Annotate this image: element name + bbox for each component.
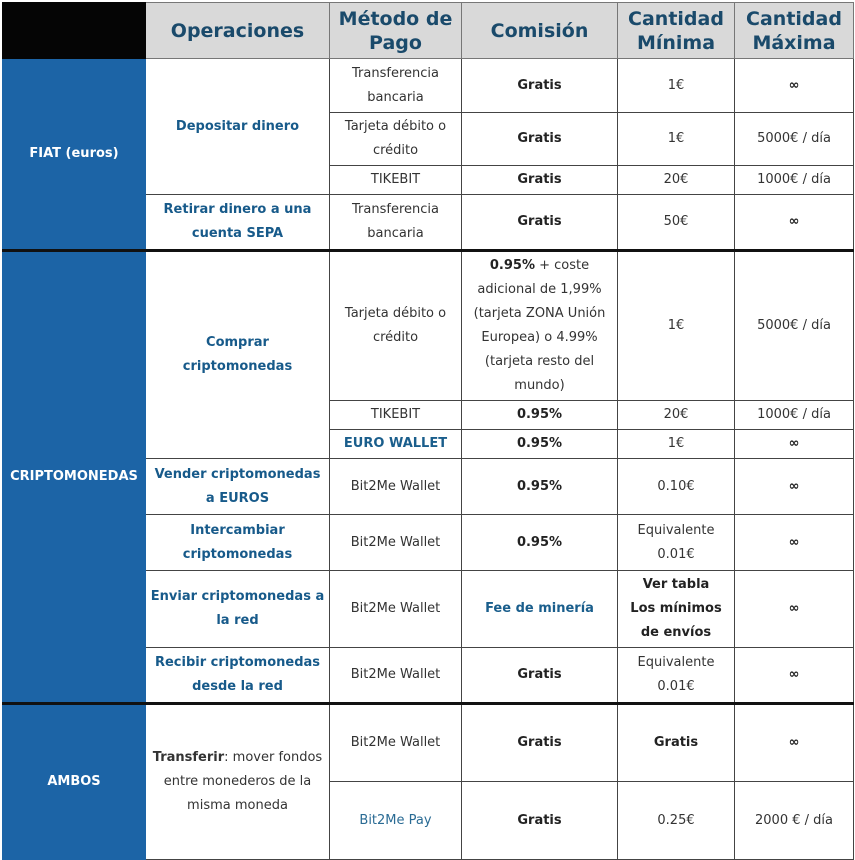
min-cell: 20€ — [617, 400, 735, 430]
op-transferir-rest: : mover fondos entre monederos de la mis… — [163, 750, 323, 813]
fee-cell: Gratis — [461, 702, 618, 782]
table-row: EURO WALLET 0.95% 1€ ∞ — [3, 429, 854, 459]
fee-extra: + coste adicional de 1,99% (tarjeta ZONA… — [473, 258, 606, 393]
fee-base: 0.95% — [489, 258, 535, 273]
min-cell: 0.25€ — [617, 781, 735, 860]
min-cell: 1€ — [617, 249, 735, 401]
table-row: Vender criptomonedas a EUROS Bit2Me Wall… — [3, 458, 854, 515]
max-cell: 1000€ / día — [734, 165, 854, 195]
min-cell: Gratis — [617, 702, 735, 782]
op-transferir-strong: Transferir — [152, 750, 225, 765]
min-cell: 50€ — [617, 194, 735, 251]
method-cell: Bit2Me Wallet — [329, 458, 462, 515]
header-row: Operaciones Método de Pago Comisión Cant… — [2, 2, 854, 59]
header-comision: Comisión — [461, 2, 618, 59]
header-cantidad-minima: Cantidad Mínima — [617, 2, 735, 59]
op-retirar: Retirar dinero a una cuenta SEPA — [145, 194, 330, 251]
method-cell: Bit2Me Wallet — [329, 647, 462, 704]
method-cell: Transferencia bancaria — [329, 194, 462, 251]
min-cell: 1€ — [617, 429, 735, 459]
fee-cell: Gratis — [461, 647, 618, 704]
op-comprar: Comprar criptomonedas — [145, 249, 330, 459]
max-cell: ∞ — [734, 702, 854, 782]
max-cell: ∞ — [734, 429, 854, 459]
method-cell: TIKEBIT — [329, 400, 462, 430]
group-ambos: AMBOS — [2, 702, 146, 860]
method-cell: Bit2Me Wallet — [329, 570, 462, 648]
min-cell: Equivalente 0.01€ — [617, 514, 735, 571]
method-cell: Bit2Me Wallet — [329, 514, 462, 571]
table-row: AMBOS Transferir: mover fondos entre mon… — [2, 702, 854, 860]
header-corner — [2, 2, 146, 59]
max-cell: ∞ — [734, 570, 854, 648]
fee-cell: 0.95% — [461, 400, 618, 430]
max-cell: 5000€ / día — [734, 249, 854, 401]
table-row: Tarjeta débito o crédito Gratis 1€ 5000€… — [3, 112, 854, 166]
table-row: FIAT (euros) Depositar dinero Transferen… — [2, 58, 854, 251]
fee-cell: 0.95% — [461, 429, 618, 459]
max-cell: 5000€ / día — [734, 112, 854, 166]
max-cell: ∞ — [734, 58, 854, 113]
method-cell: EURO WALLET — [329, 429, 462, 459]
table-row: Recibir criptomonedas desde la red Bit2M… — [3, 647, 854, 704]
header-operaciones: Operaciones — [145, 2, 330, 59]
fee-cell: 0.95% — [461, 514, 618, 571]
op-recibir: Recibir criptomonedas desde la red — [145, 647, 330, 704]
fee-cell: Gratis — [461, 165, 618, 195]
method-cell: Transferencia bancaria — [329, 58, 462, 113]
fee-cell: Gratis — [461, 781, 618, 860]
table-row: CRIPTOMONEDAS Comprar criptomonedas Tarj… — [2, 249, 854, 704]
group-cripto: CRIPTOMONEDAS — [2, 249, 146, 704]
min-line: Los mínimos de envíos — [630, 601, 722, 640]
op-depositar: Depositar dinero — [145, 58, 330, 195]
op-intercambiar: Intercambiar criptomonedas — [145, 514, 330, 571]
table-row: TIKEBIT 0.95% 20€ 1000€ / día — [3, 400, 854, 430]
header-cantidad-maxima: Cantidad Máxima — [734, 2, 854, 59]
max-cell: ∞ — [734, 194, 854, 251]
min-line: Ver tabla — [642, 577, 710, 592]
min-cell: Ver tabla Los mínimos de envíos — [617, 570, 735, 648]
min-cell: 0.10€ — [617, 458, 735, 515]
method-cell: TIKEBIT — [329, 165, 462, 195]
fee-cell: Fee de minería — [461, 570, 618, 648]
fee-cell: Gratis — [461, 58, 618, 113]
min-cell: 1€ — [617, 58, 735, 113]
min-cell: 20€ — [617, 165, 735, 195]
fee-cell: 0.95% — [461, 458, 618, 515]
max-cell: 2000 € / día — [734, 781, 854, 860]
max-cell: ∞ — [734, 514, 854, 571]
table-row: TIKEBIT Gratis 20€ 1000€ / día — [3, 165, 854, 195]
fee-cell: Gratis — [461, 194, 618, 251]
group-fiat: FIAT (euros) — [2, 58, 146, 251]
min-cell: Equivalente 0.01€ — [617, 647, 735, 704]
max-cell: 1000€ / día — [734, 400, 854, 430]
method-cell: Tarjeta débito o crédito — [329, 249, 462, 401]
method-cell: Tarjeta débito o crédito — [329, 112, 462, 166]
op-enviar: Enviar criptomonedas a la red — [145, 570, 330, 648]
max-cell: ∞ — [734, 458, 854, 515]
table-row: Intercambiar criptomonedas Bit2Me Wallet… — [3, 514, 854, 571]
method-cell: Bit2Me Wallet — [329, 702, 462, 782]
op-transferir: Transferir: mover fondos entre monederos… — [145, 702, 330, 860]
min-cell: 1€ — [617, 112, 735, 166]
header-metodo-pago: Método de Pago — [329, 2, 462, 59]
op-vender: Vender criptomonedas a EUROS — [145, 458, 330, 515]
max-cell: ∞ — [734, 647, 854, 704]
fee-cell: Gratis — [461, 112, 618, 166]
method-cell: Bit2Me Pay — [329, 781, 462, 860]
fee-cell: 0.95% + coste adicional de 1,99% (tarjet… — [461, 249, 618, 401]
